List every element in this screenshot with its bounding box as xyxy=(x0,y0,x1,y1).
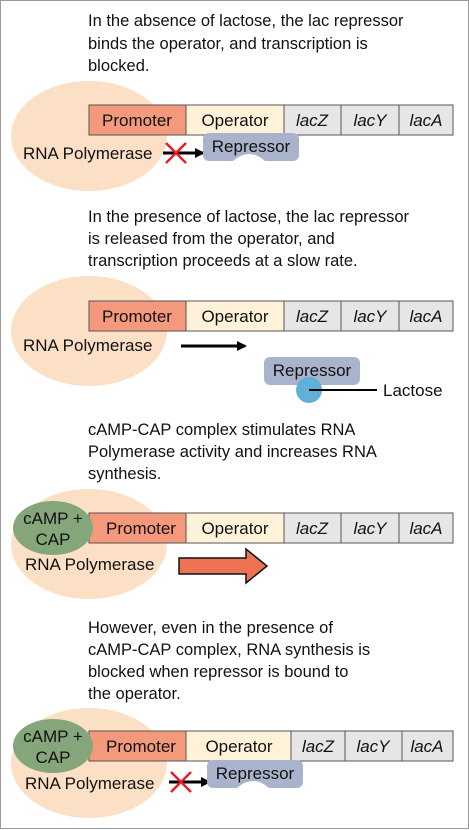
camp-cap-line-2: CAP xyxy=(36,748,71,767)
lacy-box xyxy=(340,300,400,332)
camp-cap-complex: cAMP + CAP xyxy=(13,719,93,773)
rna-polymerase-label: RNA Polymerase xyxy=(23,144,152,163)
laca-box xyxy=(398,104,454,136)
camp-cap-line-1: cAMP + xyxy=(23,509,83,528)
repressor-bound: Repressor xyxy=(207,760,303,788)
laca-label: lacA xyxy=(409,307,442,326)
laca-label: lacA xyxy=(410,737,443,756)
operon-strip: Promoter Operator lacZ lacY lacA xyxy=(88,512,454,544)
camp-cap-line-1: cAMP + xyxy=(23,727,83,746)
rna-polymerase-label: RNA Polymerase xyxy=(25,774,154,793)
block-cross-icon xyxy=(170,771,192,793)
promoter-label: Promoter xyxy=(102,307,172,326)
block-cross-icon xyxy=(165,142,187,164)
promoter-box xyxy=(88,300,187,332)
rna-polymerase-blob xyxy=(11,81,167,191)
operator-label: Operator xyxy=(201,519,268,538)
panel-3: cAMP-CAP complex stimulates RNA Polymera… xyxy=(11,421,454,599)
panel-4: However, even in the presence of cAMP-CA… xyxy=(11,619,454,818)
panel-3-caption: cAMP-CAP complex stimulates RNA Polymera… xyxy=(88,421,381,483)
lacz-label: lacZ xyxy=(296,519,329,538)
promoter-label: Promoter xyxy=(106,519,176,538)
promoter-box xyxy=(88,104,187,136)
laca-label: lacA xyxy=(409,111,442,130)
lactose-label: Lactose xyxy=(383,381,443,400)
lacy-label: lacY xyxy=(353,519,388,538)
panel-4-caption: However, even in the presence of cAMP-CA… xyxy=(88,619,375,703)
promoter-box xyxy=(88,730,187,762)
repressor-label: Repressor xyxy=(273,361,352,380)
operator-label: Operator xyxy=(205,737,272,756)
lacy-label: lacY xyxy=(356,737,391,756)
repressor-label: Repressor xyxy=(216,764,295,783)
panel-2-caption: In the presence of lactose, the lac repr… xyxy=(88,208,414,270)
lacy-box xyxy=(344,730,403,762)
operator-box xyxy=(185,512,285,544)
lacy-label: lacY xyxy=(353,307,388,326)
repressor-bound: Repressor xyxy=(203,133,299,161)
repressor-notch xyxy=(237,781,269,788)
camp-cap-line-2: CAP xyxy=(36,530,71,549)
lacz-label: lacZ xyxy=(302,737,335,756)
panel-1-caption: In the absence of lactose, the lac repre… xyxy=(88,12,408,75)
enhanced-transcription-arrow xyxy=(178,547,269,585)
lacy-box xyxy=(340,512,400,544)
lacz-label: lacZ xyxy=(296,111,329,130)
laca-label: lacA xyxy=(409,519,442,538)
camp-cap-shape xyxy=(13,719,93,773)
promoter-label: Promoter xyxy=(102,111,172,130)
promoter-label: Promoter xyxy=(106,737,176,756)
lacy-label: lacY xyxy=(353,111,388,130)
repressor-notch xyxy=(233,154,265,161)
repressor-label: Repressor xyxy=(212,137,291,156)
laca-box xyxy=(401,730,454,762)
repressor-shape xyxy=(203,133,299,161)
operator-label: Operator xyxy=(201,111,268,130)
laca-box xyxy=(398,300,454,332)
rna-polymerase-label: RNA Polymerase xyxy=(25,555,154,574)
lacz-label: lacZ xyxy=(296,307,329,326)
operon-strip: Promoter Operator lacZ lacY lacA xyxy=(88,730,454,762)
repressor-shape xyxy=(264,357,360,385)
repressor-shape xyxy=(207,760,303,788)
panel-2: In the presence of lactose, the lac repr… xyxy=(11,208,454,403)
promoter-box xyxy=(88,512,187,544)
laca-box xyxy=(398,512,454,544)
repressor-released: Repressor Lactose xyxy=(264,357,443,403)
operon-strip: Promoter Operator lacZ lacY lacA xyxy=(88,104,454,136)
camp-cap-complex: cAMP + CAP xyxy=(13,501,93,555)
operator-label: Operator xyxy=(201,307,268,326)
lacz-box xyxy=(283,512,342,544)
rna-polymerase-label: RNA Polymerase xyxy=(23,336,152,355)
lacz-box xyxy=(283,104,342,136)
operator-box xyxy=(185,300,285,332)
operator-box xyxy=(185,104,285,136)
camp-cap-shape xyxy=(13,501,93,555)
operon-strip: Promoter Operator lacZ lacY lacA xyxy=(88,300,454,332)
lacz-box xyxy=(283,300,342,332)
panel-1: In the absence of lactose, the lac repre… xyxy=(11,12,454,191)
